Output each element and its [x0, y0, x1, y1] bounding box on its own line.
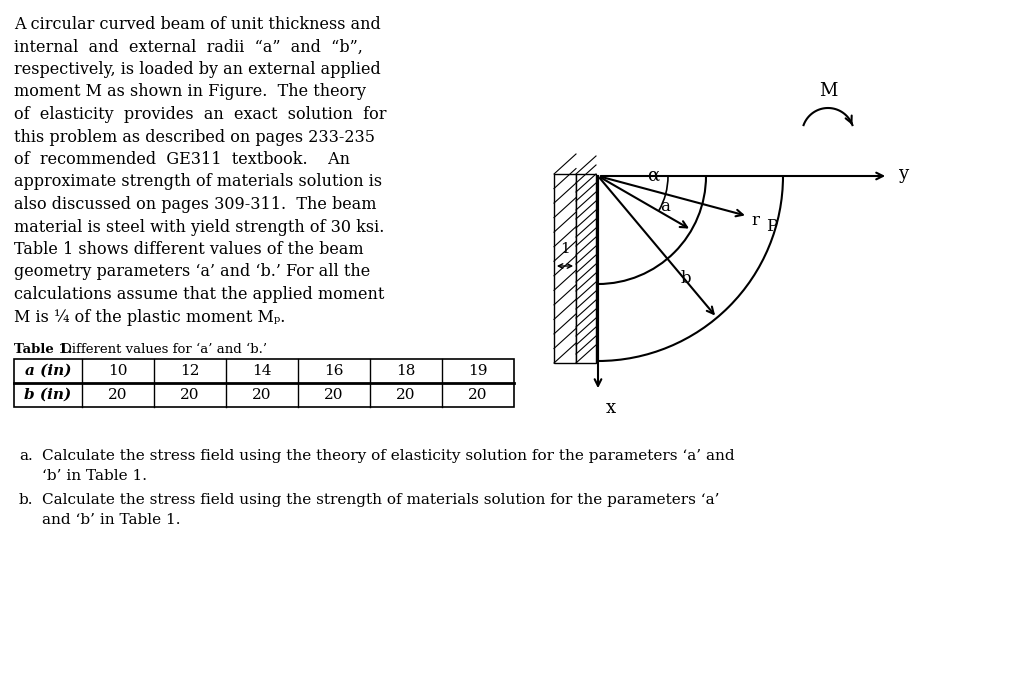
Bar: [554, 174, 575, 363]
Text: calculations assume that the applied moment: calculations assume that the applied mom…: [14, 286, 384, 303]
Text: Different values for ‘a’ and ‘b.’: Different values for ‘a’ and ‘b.’: [57, 343, 267, 356]
Text: approximate strength of materials solution is: approximate strength of materials soluti…: [14, 174, 382, 191]
Text: 16: 16: [325, 364, 344, 378]
Text: M: M: [819, 82, 838, 100]
Text: P: P: [766, 218, 777, 235]
Text: Calculate the stress field using the strength of materials solution for the para: Calculate the stress field using the str…: [42, 493, 720, 507]
Text: 14: 14: [252, 364, 271, 378]
Text: Table 1 shows different values of the beam: Table 1 shows different values of the be…: [14, 241, 364, 258]
Text: and ‘b’ in Table 1.: and ‘b’ in Table 1.: [42, 513, 180, 527]
Text: of  elasticity  provides  an  exact  solution  for: of elasticity provides an exact solution…: [14, 106, 386, 123]
Text: α: α: [647, 167, 659, 185]
Text: y: y: [898, 165, 908, 183]
Text: 20: 20: [396, 388, 416, 402]
Text: 20: 20: [325, 388, 344, 402]
Text: 20: 20: [109, 388, 128, 402]
Text: x: x: [606, 399, 616, 417]
Text: 18: 18: [396, 364, 416, 378]
Text: material is steel with yield strength of 30 ksi.: material is steel with yield strength of…: [14, 219, 384, 236]
Text: respectively, is loaded by an external applied: respectively, is loaded by an external a…: [14, 61, 381, 78]
Text: 12: 12: [180, 364, 200, 378]
Text: ‘b’ in Table 1.: ‘b’ in Table 1.: [42, 469, 147, 483]
Text: moment M as shown in Figure.  The theory: moment M as shown in Figure. The theory: [14, 84, 366, 101]
Bar: [14, 359, 514, 407]
Text: a.: a.: [19, 449, 33, 463]
Text: a (in): a (in): [25, 364, 72, 378]
Text: 20: 20: [180, 388, 200, 402]
Text: A circular curved beam of unit thickness and: A circular curved beam of unit thickness…: [14, 16, 381, 33]
Text: 10: 10: [109, 364, 128, 378]
Text: a: a: [660, 198, 670, 215]
Text: Calculate the stress field using the theory of elasticity solution for the param: Calculate the stress field using the the…: [42, 449, 734, 463]
Text: 19: 19: [468, 364, 487, 378]
Text: 20: 20: [468, 388, 487, 402]
Text: this problem as described on pages 233-235: this problem as described on pages 233-2…: [14, 129, 375, 146]
Text: b: b: [680, 270, 691, 287]
Text: internal  and  external  radii  “a”  and  “b”,: internal and external radii “a” and “b”,: [14, 39, 362, 55]
Text: r: r: [752, 212, 760, 229]
Text: of  recommended  GE311  textbook.    An: of recommended GE311 textbook. An: [14, 151, 350, 168]
Bar: [575, 174, 596, 363]
Text: Table 1.: Table 1.: [14, 343, 73, 356]
Text: 1: 1: [560, 242, 570, 256]
Text: b (in): b (in): [25, 388, 72, 402]
Text: b.: b.: [19, 493, 34, 507]
Text: also discussed on pages 309-311.  The beam: also discussed on pages 309-311. The bea…: [14, 196, 377, 213]
Text: M is ¼ of the plastic moment Mₚ.: M is ¼ of the plastic moment Mₚ.: [14, 308, 286, 326]
Text: 20: 20: [252, 388, 271, 402]
Text: geometry parameters ‘a’ and ‘b.’ For all the: geometry parameters ‘a’ and ‘b.’ For all…: [14, 264, 371, 281]
